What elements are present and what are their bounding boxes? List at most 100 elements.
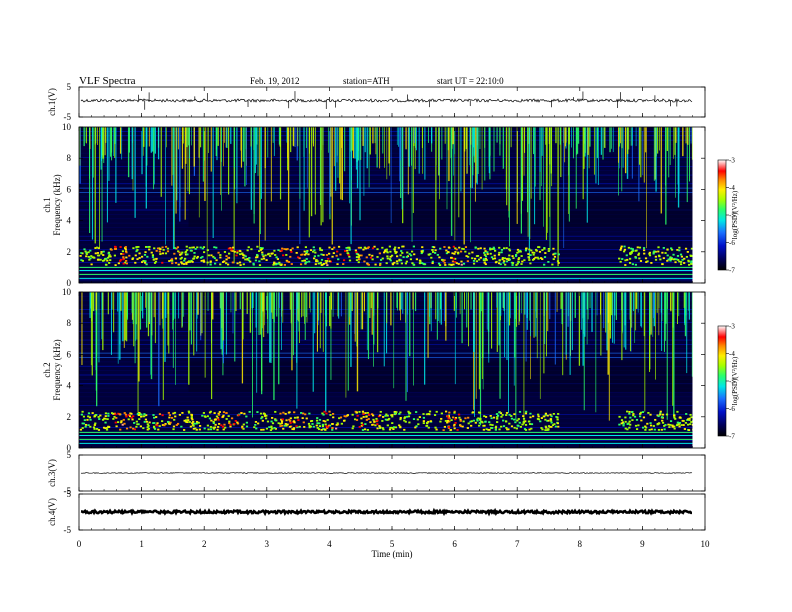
ch1-spectrogram-band-pixel: [272, 263, 275, 266]
ch1-spectrogram-band-pixel: [295, 251, 298, 254]
ch2-spectrogram-band-pixel: [454, 421, 457, 424]
ch1-spectrogram-band-pixel: [140, 255, 144, 258]
ch1-spectrogram-band-pixel: [385, 262, 388, 265]
ch1-spectrogram-band-pixel: [551, 263, 554, 266]
ch2-spectrogram-band-pixel: [324, 428, 327, 431]
ch2-spectrogram-band-pixel: [213, 418, 216, 421]
ch1-spectrogram-band-pixel: [419, 259, 422, 262]
ch1-spectrogram-band-pixel: [93, 256, 96, 259]
ch1-spectrogram-band-pixel: [241, 252, 244, 255]
ch1-spectrogram-band-pixel: [624, 259, 627, 262]
ch1-spectrogram-band-pixel: [676, 249, 679, 251]
ch1-spectrogram-band-pixel: [246, 258, 249, 261]
ch1-spectrogram-band-pixel: [331, 248, 334, 251]
ch1-spectrogram-band-pixel: [317, 254, 320, 257]
ch1-spectrogram-band-pixel: [519, 250, 522, 253]
ch2-spectrogram-band-pixel: [505, 426, 508, 429]
ch1-spectrogram-band-pixel: [547, 250, 550, 252]
ch2-spectrogram-band-pixel: [89, 425, 92, 428]
ch1-spectrogram-band-pixel: [667, 258, 670, 261]
ch2-spectrogram-band-pixel: [361, 423, 364, 426]
ch1-spectrogram-band-pixel: [147, 246, 150, 248]
ch2-spectrogram-band-pixel: [459, 425, 462, 428]
ch2-spectrogram-band-pixel: [422, 420, 425, 422]
ch1-spectrogram-band-pixel: [669, 257, 672, 260]
ch2-spectrogram-band-pixel: [225, 418, 228, 420]
ch2-spectrogram-band-pixel: [392, 428, 395, 430]
ch2-spectrogram-band-pixel: [305, 417, 308, 420]
ch2-spectrogram-band-pixel: [156, 422, 159, 425]
ch2-spectrogram-band-pixel: [476, 419, 479, 422]
ch1-spectrogram-band-pixel: [393, 250, 397, 253]
ch1-spectrogram-band-pixel: [395, 260, 399, 263]
ch1-spectrogram-band-pixel: [177, 250, 180, 253]
ch2-spectrogram-band-pixel: [234, 420, 237, 422]
ch2-spectrogram-band-pixel: [322, 413, 325, 416]
ch2-spectrogram-band-pixel: [518, 410, 522, 413]
ch1-spectrogram-band-pixel: [261, 253, 264, 256]
ch2-spectrogram-band-pixel: [399, 416, 402, 419]
ch2-spectrogram-band-pixel: [136, 423, 139, 426]
ch2-spectrogram-band-pixel: [280, 420, 284, 423]
ch1-spectrogram-band-pixel: [119, 258, 122, 261]
ch1-spectrogram-band-pixel: [355, 259, 359, 262]
ch2-spectrogram-band-pixel: [502, 419, 505, 422]
ch1-spectrogram-band-pixel: [246, 249, 249, 252]
ch2-spectrogram-band-pixel: [688, 417, 691, 420]
ch2-spectrogram-band-pixel: [169, 421, 172, 424]
ch2-spectrogram-band-pixel: [649, 422, 652, 425]
ch1-spectrogram-band-pixel: [177, 263, 180, 266]
ch2-spectrogram-band-pixel: [310, 420, 314, 422]
ch1-spectrogram-band-pixel: [174, 257, 178, 260]
ch1-spectrogram-band-pixel: [638, 257, 641, 260]
ch1-spectrogram-band-pixel: [399, 259, 403, 262]
ch1-spectrogram-band-pixel: [680, 255, 684, 258]
ch1-spectrogram-band-pixel: [508, 254, 511, 257]
ch2-spectrogram-band-pixel: [544, 413, 547, 416]
ch2-spectrogram-band-pixel: [452, 416, 455, 419]
ch2-spectrogram-band-pixel: [665, 413, 669, 416]
ch1-spectrogram-band-pixel: [110, 248, 113, 251]
ch2-spectrogram-band-pixel: [483, 415, 486, 418]
ch1-spectrogram-band-pixel: [516, 262, 519, 265]
ch2-spectrogram-band-pixel: [81, 427, 84, 429]
ch1-spectrogram-band-pixel: [84, 250, 87, 253]
ch1-spectrogram-band-pixel: [670, 247, 673, 250]
ch2-spectrogram-band-pixel: [399, 418, 402, 421]
ch2-spectrogram-band-pixel: [144, 418, 148, 421]
ch2-spectrogram-band-pixel: [181, 412, 184, 414]
ch3-waveform-trace: [80, 472, 693, 474]
ch1-spectrogram-band-pixel: [357, 255, 361, 258]
ch2-spectrogram-band-pixel: [354, 410, 357, 413]
ch2-spectrogram-band-pixel: [188, 411, 191, 414]
ch1-spectrogram-band-pixel: [102, 250, 105, 253]
ch1-spectrogram-band-pixel: [383, 251, 386, 254]
ch1-spectrogram-band-pixel: [672, 258, 676, 261]
ch2-spectrogram-band-pixel: [304, 413, 307, 416]
ch1-spectrogram-band-pixel: [503, 260, 506, 262]
ch2-spectrogram-band-pixel: [153, 422, 156, 424]
ch2-spectrogram-band-pixel: [311, 423, 314, 425]
ch1-spectrogram-band-pixel: [325, 262, 328, 264]
ch1-spectrogram-band-pixel: [244, 258, 247, 261]
ch2-spectrogram-band-pixel: [325, 412, 328, 415]
ch1-spectrogram-band-pixel: [328, 260, 331, 263]
ch1-spectrogram-band-pixel: [631, 248, 634, 250]
ch2-spectrogram-band-pixel: [178, 413, 182, 416]
ch1-spectrogram-band-pixel: [386, 255, 389, 258]
ch1-spectrogram-band-pixel: [394, 252, 397, 255]
ch2-spectrogram-band-pixel: [379, 414, 382, 417]
ch2-spectrogram-band-pixel: [189, 425, 192, 428]
ch2-spectrogram-band-pixel: [382, 428, 385, 431]
ch2-spectrogram-band-pixel: [506, 428, 509, 431]
ch1-spectrogram-band-pixel: [508, 248, 511, 251]
ch1-spectrogram-band-pixel: [256, 245, 259, 248]
ch2-spectrogram-band-pixel: [478, 424, 481, 427]
x-tick-label: 8: [578, 539, 583, 549]
ch1-spectrogram-band-pixel: [132, 247, 135, 250]
ch2-spectrogram-band-pixel: [322, 420, 325, 422]
ch2-spectrogram-band-pixel: [255, 427, 258, 430]
ch1-spectrogram-band-pixel: [301, 260, 304, 262]
ch2-spectrogram-band-pixel: [434, 426, 437, 429]
ch2-spectrogram-band-pixel: [378, 425, 381, 427]
